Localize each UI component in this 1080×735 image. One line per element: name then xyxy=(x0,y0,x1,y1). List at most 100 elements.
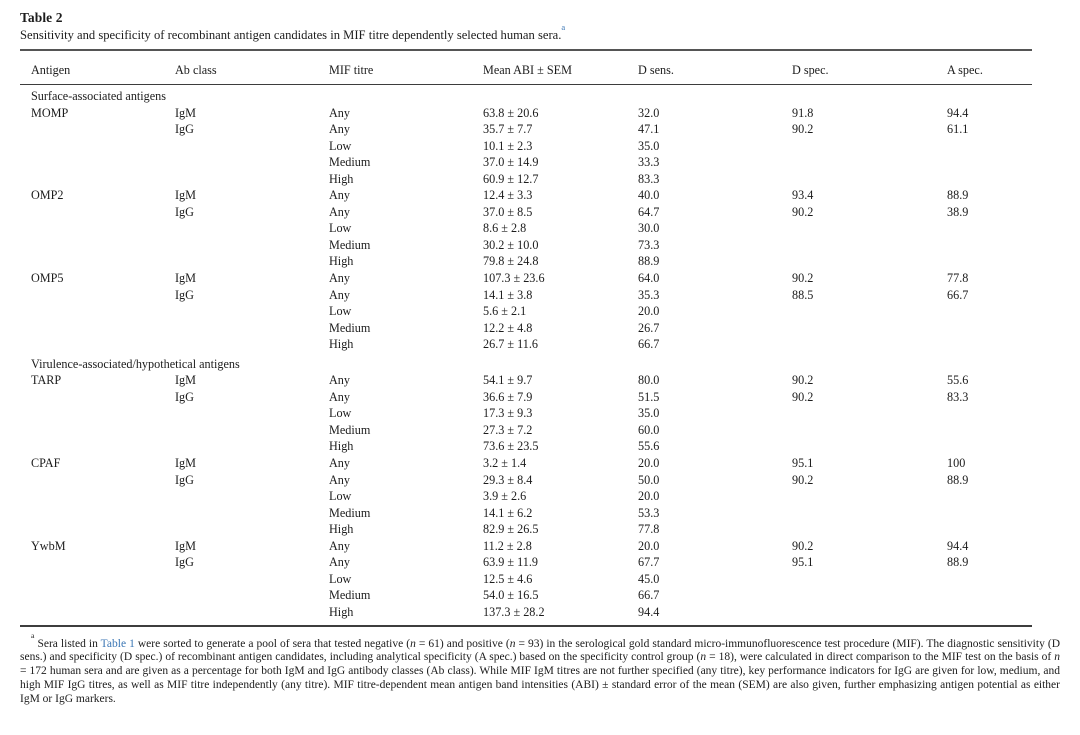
column-header: D sens. xyxy=(638,50,792,85)
table-cell xyxy=(947,253,1032,270)
table-cell xyxy=(175,253,329,270)
column-header: Mean ABI ± SEM xyxy=(483,50,638,85)
table-cell: 54.1 ± 9.7 xyxy=(483,373,533,388)
table-cell: 17.3 ± 9.3 xyxy=(483,406,533,421)
table-cell xyxy=(792,505,947,522)
table-cell: 10.1 ± 2.3 xyxy=(483,138,533,153)
table-cell: 35.3 xyxy=(638,287,660,302)
table-cell: 90.2 xyxy=(792,271,814,286)
table-cell xyxy=(20,389,175,406)
table-cell: Any xyxy=(329,456,350,471)
table-cell xyxy=(792,320,947,337)
table-cell xyxy=(947,171,1032,188)
table-cell: 30.2 ± 10.0 xyxy=(483,237,539,252)
table-cell: Low xyxy=(329,221,352,236)
table-row: OMP5 IgM Any 107.3 ± 23.6 64.0 90.2 77.8 xyxy=(20,270,1032,287)
caption-footnote-marker[interactable]: a xyxy=(561,21,566,32)
table-cell xyxy=(792,571,947,588)
table-cell: Any xyxy=(329,538,350,553)
table-cell: 32.0 xyxy=(638,105,660,120)
table-row: High 26.7 ± 11.6 66.7 xyxy=(20,336,1032,353)
table1-link[interactable]: Table 1 xyxy=(100,637,135,650)
table-cell xyxy=(175,237,329,254)
table-cell xyxy=(20,488,175,505)
sensitivity-specificity-table: Antigen Ab class MIF titre Mean ABI ± SEM D … xyxy=(20,49,1032,627)
table-cell: High xyxy=(329,522,354,537)
table-header-row: Antigen Ab class MIF titre Mean ABI ± SEM D … xyxy=(20,50,1032,85)
table-cell: High xyxy=(329,604,354,619)
table-cell: Any xyxy=(329,555,350,570)
table-cell: Low xyxy=(329,571,352,586)
table-cell xyxy=(175,422,329,439)
table-cell: 12.4 ± 3.3 xyxy=(483,188,533,203)
table-cell: High xyxy=(329,337,354,352)
table-cell: 67.7 xyxy=(638,555,660,570)
table-cell: 88.9 xyxy=(638,254,660,269)
table-cell: 8.6 ± 2.8 xyxy=(483,221,527,236)
table-cell: 95.1 xyxy=(792,456,814,471)
table-cell: 82.9 ± 26.5 xyxy=(483,522,539,537)
table-cell xyxy=(947,303,1032,320)
table-cell xyxy=(947,237,1032,254)
table-cell: 80.0 xyxy=(638,373,660,388)
table-cell xyxy=(20,405,175,422)
footnote-text: = 172 human sera and are given as a perc… xyxy=(20,665,1060,706)
table-cell xyxy=(792,604,947,626)
table-cell: Low xyxy=(329,138,352,153)
table-cell: 100 xyxy=(947,456,966,471)
table-cell xyxy=(792,422,947,439)
table-cell: 54.0 ± 16.5 xyxy=(483,588,539,603)
table-cell: 63.8 ± 20.6 xyxy=(483,105,539,120)
column-header: Antigen xyxy=(20,50,175,85)
table-row: High 60.9 ± 12.7 83.3 xyxy=(20,171,1032,188)
table-cell xyxy=(792,138,947,155)
table-cell: 5.6 ± 2.1 xyxy=(483,304,527,319)
table-cell: IgG xyxy=(175,389,194,404)
table-cell xyxy=(947,488,1032,505)
table-cell: 88.9 xyxy=(947,472,969,487)
table-cell xyxy=(792,587,947,604)
table-cell: 64.7 xyxy=(638,204,660,219)
table-cell: Medium xyxy=(329,505,371,520)
table-cell xyxy=(792,438,947,455)
table-cell xyxy=(947,604,1032,626)
table-cell: 26.7 xyxy=(638,320,660,335)
table-cell: Any xyxy=(329,287,350,302)
table-cell: 137.3 ± 28.2 xyxy=(483,604,545,619)
table-cell: 94.4 xyxy=(638,604,660,619)
table-cell: 95.1 xyxy=(792,555,814,570)
table-cell xyxy=(175,320,329,337)
footnote-text: Sera listed in xyxy=(37,637,101,650)
table-cell: 88.9 xyxy=(947,188,969,203)
table-cell: 90.2 xyxy=(792,472,814,487)
table-cell: 55.6 xyxy=(947,373,969,388)
table-cell: Low xyxy=(329,489,352,504)
table-cell xyxy=(792,488,947,505)
table-cell xyxy=(20,171,175,188)
table-cell xyxy=(947,438,1032,455)
table-cell: 3.2 ± 1.4 xyxy=(483,456,527,471)
table-row: Medium 27.3 ± 7.2 60.0 xyxy=(20,422,1032,439)
table-cell: Any xyxy=(329,472,350,487)
section-row: Surface-associated antigens xyxy=(20,85,1032,105)
table-cell: 29.3 ± 8.4 xyxy=(483,472,533,487)
table-cell: Any xyxy=(329,122,350,137)
table-cell: OMP5 xyxy=(31,271,64,286)
table-cell: 37.0 ± 8.5 xyxy=(483,204,533,219)
table-caption: Sensitivity and specificity of recombina… xyxy=(20,23,1060,43)
footnote-text: n xyxy=(509,637,516,650)
table-cell: High xyxy=(329,254,354,269)
table-cell xyxy=(20,587,175,604)
column-header: D spec. xyxy=(792,50,947,85)
table-cell xyxy=(947,138,1032,155)
table-cell xyxy=(20,571,175,588)
table-cell: 90.2 xyxy=(792,204,814,219)
table-cell xyxy=(175,587,329,604)
table-row: Low 3.9 ± 2.6 20.0 xyxy=(20,488,1032,505)
table-cell: 77.8 xyxy=(638,522,660,537)
table-cell xyxy=(947,336,1032,353)
table-cell: IgM xyxy=(175,456,196,471)
table-cell: 11.2 ± 2.8 xyxy=(483,538,532,553)
table-cell xyxy=(20,220,175,237)
table-cell xyxy=(947,405,1032,422)
